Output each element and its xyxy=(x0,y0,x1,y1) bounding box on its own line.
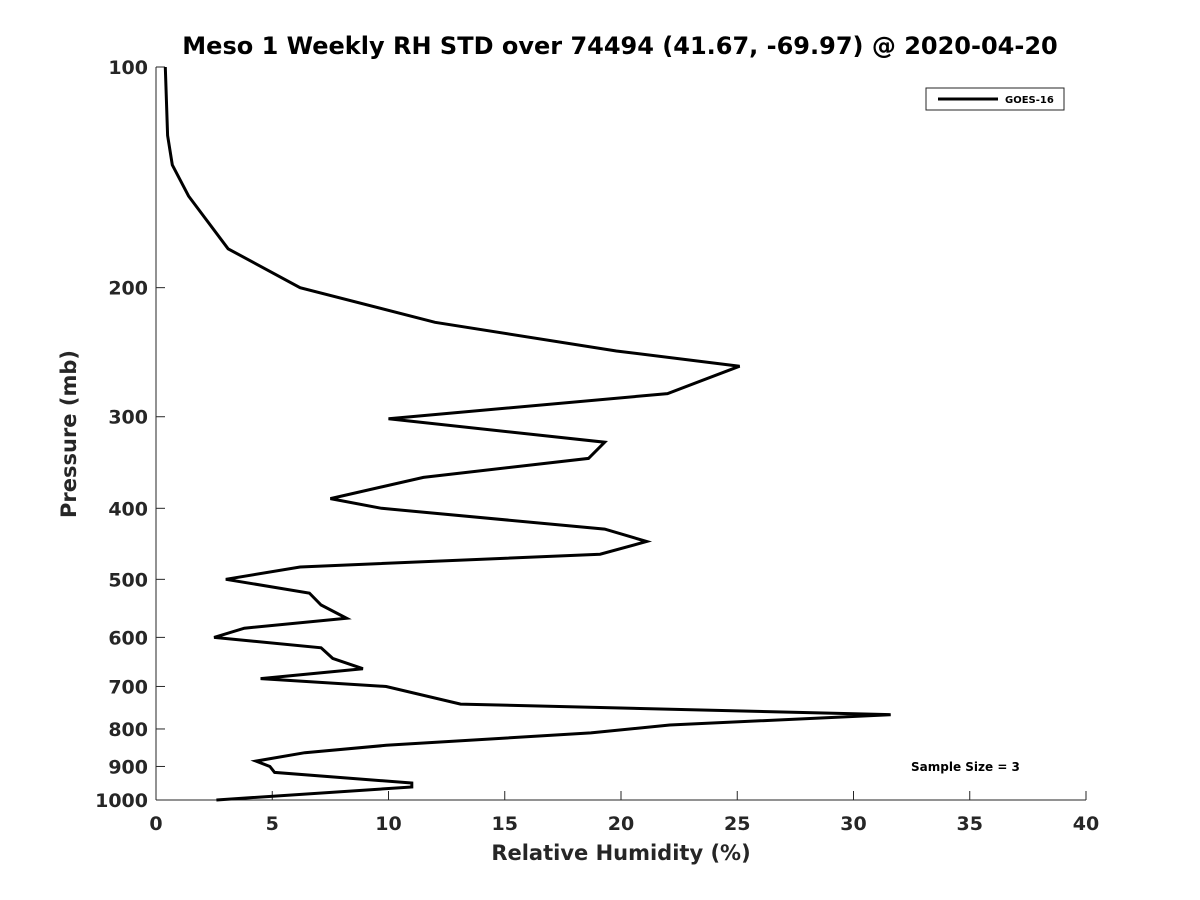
x-tick-label: 35 xyxy=(957,813,983,835)
x-tick-label: 40 xyxy=(1073,813,1099,835)
y-tick-label: 300 xyxy=(108,407,148,429)
x-tick-label: 25 xyxy=(724,813,750,835)
y-tick-label: 1000 xyxy=(95,790,148,812)
x-axis-label: Relative Humidity (%) xyxy=(491,841,750,865)
y-tick-label: 200 xyxy=(108,278,148,300)
x-tick-label: 20 xyxy=(608,813,634,835)
x-tick-label: 15 xyxy=(492,813,518,835)
y-tick-label: 800 xyxy=(108,719,148,741)
legend: GOES-16 xyxy=(925,87,1065,111)
y-tick-label: 700 xyxy=(108,676,148,698)
y-tick-label: 400 xyxy=(108,498,148,520)
x-axis-ticks: 0 5 10 15 20 25 30 35 40 xyxy=(149,791,1099,835)
x-tick-label: 30 xyxy=(840,813,866,835)
x-tick-label: 0 xyxy=(149,813,162,835)
x-tick-label: 5 xyxy=(266,813,279,835)
y-tick-label: 600 xyxy=(108,627,148,649)
y-axis-label: Pressure (mb) xyxy=(57,350,81,518)
y-tick-label: 100 xyxy=(108,57,148,79)
x-tick-label: 10 xyxy=(375,813,401,835)
y-tick-label: 900 xyxy=(108,756,148,778)
y-axis-ticks: 100 200 300 400 500 600 700 800 900 1000 xyxy=(95,57,165,812)
chart-title: Meso 1 Weekly RH STD over 74494 (41.67, … xyxy=(182,32,1057,60)
legend-label: GOES-16 xyxy=(1005,95,1054,106)
y-tick-label: 500 xyxy=(108,569,148,591)
series-line-goes16 xyxy=(163,66,891,802)
sample-size-annotation: Sample Size = 3 xyxy=(911,760,1020,774)
